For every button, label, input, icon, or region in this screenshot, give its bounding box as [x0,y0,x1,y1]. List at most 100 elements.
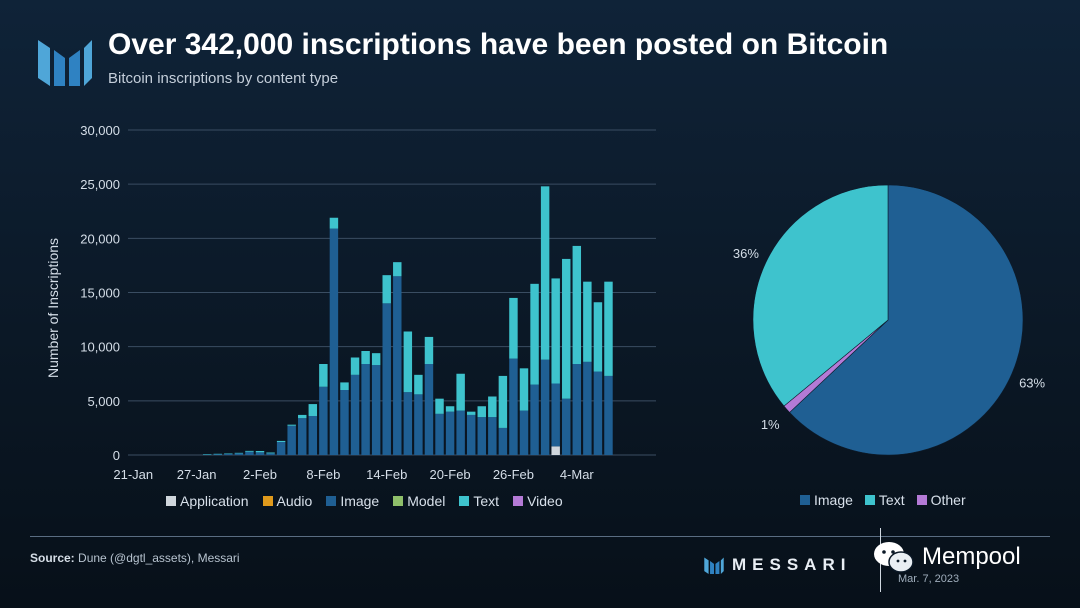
bar-segment-image [350,374,360,455]
pie-chart-legend: Image Text Other [800,492,966,508]
bar-segment-text [477,406,486,418]
bar-segment-text [202,454,212,455]
bar-segment-text [540,186,550,360]
bar-chart-bars [202,186,613,455]
page-title: Over 342,000 inscriptions have been post… [108,28,889,61]
bar-segment-text [308,404,318,416]
source-note: Source: Dune (@dgtl_assets), Messari [30,551,240,565]
bar-segment-image [255,452,265,455]
bar-segment-image [266,453,275,455]
bar-segment-text [255,450,265,453]
x-tick-label: 26-Feb [493,467,534,482]
brand-wordmark: MESSARI [732,555,852,574]
bar-segment-image [562,398,571,455]
messari-logo-icon [38,40,92,86]
bar-segment-text [572,245,582,364]
bar-segment-image [551,383,560,447]
bar-segment-text [583,281,592,362]
bar-segment-text [562,258,571,399]
bar-segment-text [213,453,222,455]
legend-label-video: Video [527,493,563,509]
watermark-text: Mempool [922,543,1021,570]
source-text: Dune (@dgtl_assets), Messari [74,551,240,565]
legend-swatch-text [459,496,470,506]
pie-legend-swatch-text [864,495,875,505]
bar-segment-text [519,368,529,411]
x-tick-label: 21-Jan [113,467,153,482]
bar-segment-image [329,228,339,455]
bar-segment-image [224,453,233,455]
bar-segment-image [403,392,413,455]
bar-segment-text [393,262,402,277]
bar-segment-text [435,398,444,414]
bar-segment-image [540,359,550,455]
page-subtitle: Bitcoin inscriptions by content type [108,70,339,87]
x-tick-label: 14-Feb [366,467,407,482]
bar-segment-text [276,440,286,442]
bar-segment-text [551,278,560,384]
bar-segment-text [466,411,476,415]
bar-segment-text [424,336,434,364]
publish-date: Mar. 7, 2023 [898,573,960,585]
y-tick-label: 5,000 [87,394,120,409]
pie-label-other: 1% [761,417,780,432]
bar-segment-image [361,364,370,455]
pie-legend-swatch-image [800,495,810,505]
bar-segment-image [519,410,529,455]
bar-segment-image [583,361,592,455]
pie-legend-label-image: Image [814,492,853,508]
bar-segment-image [488,417,497,455]
bar-segment-text [403,331,413,393]
bar-segment-text [287,424,296,426]
bar-segment-image [382,303,391,455]
legend-label-text: Text [473,493,500,509]
bar-segment-text [224,453,233,454]
bar-segment-text [509,297,518,359]
bar-segment-image [456,410,465,455]
pie-legend-item-image: Image [800,492,853,508]
source-label: Source: [30,551,75,565]
bar-segment-text [245,450,254,452]
pie-label-text: 36% [733,246,759,261]
bar-segment-image [308,416,318,455]
pie-label-image: 63% [1019,375,1045,390]
legend-item-video: Video [513,493,563,509]
legend-item-text: Text [459,493,499,509]
legend-swatch-model [393,496,404,506]
bar-segment-text [498,375,508,428]
bar-segment-image [287,425,296,455]
bar-segment-image [445,411,455,455]
legend-item-model: Model [393,493,445,509]
bar-segment-text [298,414,307,419]
legend-item-audio: Audio [262,493,312,509]
bar-chart-legend: Application Audio Image Model Text Video [166,493,563,509]
bar-segment-image [424,364,434,455]
bar-segment-image [298,418,307,455]
bar-segment-text [340,382,349,390]
bar-segment-text [266,452,275,454]
chat-bubbles-icon [874,542,914,573]
bar-segment-image [213,454,222,455]
bar-segment-text [604,281,613,376]
y-tick-label: 15,000 [80,286,120,301]
bar-segment-image [435,413,444,455]
legend-label-application: Application [180,493,249,509]
bar-segment-image [245,451,254,455]
bar-segment-image [319,386,328,455]
bar-segment-application [551,446,560,455]
bar-segment-image [276,442,286,455]
bar-segment-image [466,414,476,455]
bar-segment-text [234,452,244,454]
legend-label-image: Image [340,493,380,509]
bar-segment-image [477,417,486,455]
x-tick-label: 4-Mar [560,467,595,482]
bar-segment-image [530,384,539,455]
bar-segment-image [371,365,381,455]
pie-slice-text [752,184,889,407]
bar-segment-text [456,373,465,411]
bar-segment-text [382,275,391,304]
y-tick-label: 0 [113,448,120,463]
legend-item-application: Application [166,493,249,509]
bar-segment-image [509,358,518,455]
